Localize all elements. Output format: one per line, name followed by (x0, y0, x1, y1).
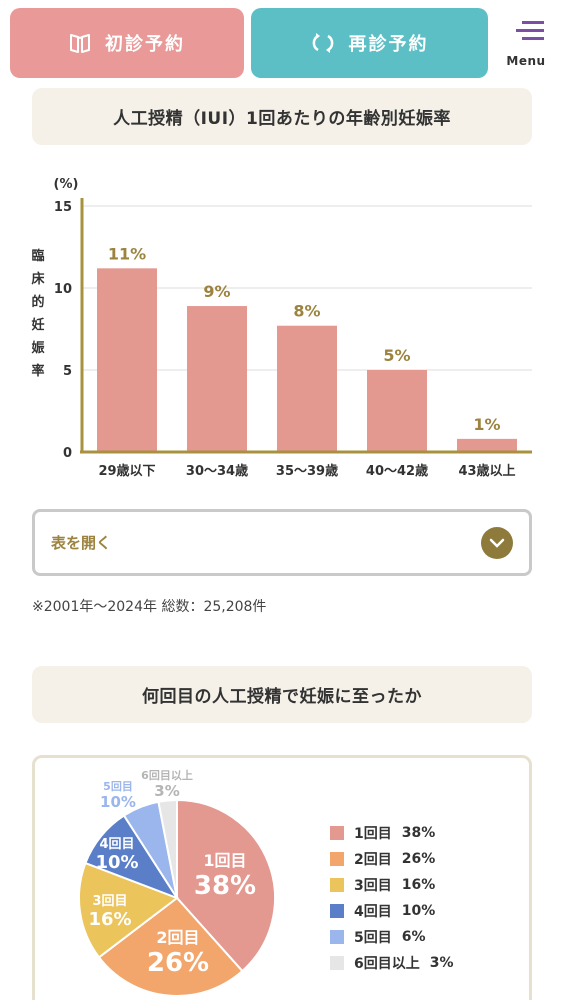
legend-swatch (330, 852, 344, 866)
legend-swatch (330, 826, 344, 840)
first-visit-label: 初診予約 (105, 34, 185, 55)
pie-slice-percent: 10% (95, 852, 138, 873)
legend-value: 26% (401, 851, 436, 867)
y-unit-label: (%) (54, 177, 79, 192)
return-visit-button[interactable]: 再診予約 (251, 8, 488, 78)
pie-slice (78, 861, 180, 959)
legend-label: 5回目 (354, 930, 392, 946)
y-tick-label: 0 (63, 446, 72, 461)
x-tick-label: 30～34歳 (186, 463, 248, 479)
menu-button[interactable]: Menu (500, 20, 552, 76)
legend-label: 3回目 (354, 878, 392, 894)
top-nav: 初診予約 再診予約 Menu (0, 0, 562, 86)
legend-value: 10% (401, 903, 436, 919)
bar (187, 306, 247, 452)
data-period-note: ※2001年～2024年 総数：25,208件 (32, 599, 267, 615)
y-axis-label-char: 率 (31, 363, 44, 379)
pie-legend: 1回目 38% 2回目 26% 3回目 16% 4回目 10% 5回目 6% 6回目以上 3% (330, 820, 454, 976)
menu-label: Menu (506, 54, 546, 68)
pie-slice-name: 1回目 (203, 851, 246, 870)
chevron-down-icon[interactable] (481, 527, 513, 559)
pie-slice-name: 4回目 (99, 837, 134, 852)
refresh-icon (312, 33, 333, 53)
return-visit-label: 再診予約 (348, 34, 429, 55)
legend-value: 6% (401, 929, 426, 945)
y-axis-label-char: 的 (31, 294, 44, 310)
legend-value: 16% (401, 877, 436, 893)
x-tick-label: 29歳以下 (98, 463, 155, 479)
bar (277, 325, 337, 452)
legend-value: 38% (401, 825, 436, 841)
first-visit-button[interactable]: 初診予約 (10, 8, 244, 78)
legend-label: 4回目 (354, 904, 392, 920)
bar (457, 438, 517, 452)
legend-item: 6回目以上 3% (330, 950, 454, 976)
x-tick-label: 43歳以上 (458, 463, 515, 479)
pie-slice-percent: 3% (154, 782, 179, 800)
bar-data-label: 1% (473, 415, 500, 434)
hamburger-icon (516, 21, 544, 40)
bar-data-label: 8% (293, 302, 320, 321)
book-icon (70, 34, 90, 53)
x-tick-label: 35～39歳 (276, 463, 338, 479)
x-tick-label: 40～42歳 (366, 463, 428, 479)
open-table-accordion[interactable]: 表を開く (32, 509, 532, 576)
legend-item: 5回目 6% (330, 924, 454, 950)
section-title-attempt-count: 何回目の人工授精で妊娠に至ったか (32, 666, 532, 723)
legend-item: 1回目 38% (330, 820, 454, 846)
y-axis-label-char: 妊 (31, 317, 44, 333)
bar-data-label: 11% (108, 244, 146, 263)
pie-slice-percent: 38% (194, 871, 256, 901)
legend-value: 3% (429, 955, 454, 971)
legend-item: 3回目 16% (330, 872, 454, 898)
pie-slice-percent: 16% (88, 909, 131, 930)
legend-label: 6回目以上 (354, 956, 420, 972)
bar-data-label: 5% (383, 346, 410, 365)
pie-slice-name: 2回目 (156, 928, 199, 947)
pie-slice (157, 798, 178, 899)
bar (367, 370, 427, 452)
pie-slice-percent: 26% (147, 948, 209, 978)
legend-swatch (330, 878, 344, 892)
legend-item: 2回目 26% (330, 846, 454, 872)
legend-label: 1回目 (354, 826, 392, 842)
section-title-age-rate: 人工授精（IUI）1回あたりの年齢別妊娠率 (32, 88, 532, 145)
legend-swatch (330, 904, 344, 918)
y-axis-label-char: 娠 (31, 340, 45, 356)
y-tick-label: 15 (54, 200, 72, 215)
y-axis-label-char: 臨 (31, 248, 44, 264)
bar-data-label: 9% (203, 282, 230, 301)
accordion-label: 表を開く (51, 534, 112, 552)
pie-slice-name: 5回目 (103, 779, 133, 793)
legend-label: 2回目 (354, 852, 392, 868)
y-tick-label: 10 (54, 282, 72, 297)
pie-slice-name: 6回目以上 (141, 768, 193, 782)
legend-swatch (330, 930, 344, 944)
pie-slice-percent: 10% (100, 793, 136, 811)
pie-slice (97, 896, 244, 997)
bar (97, 268, 157, 452)
legend-item: 4回目 10% (330, 898, 454, 924)
y-axis-label-char: 床 (31, 271, 45, 287)
pie-slice (176, 798, 276, 973)
y-tick-label: 5 (63, 364, 72, 379)
pie-slice-name: 3回目 (92, 894, 127, 909)
legend-swatch (330, 956, 344, 970)
